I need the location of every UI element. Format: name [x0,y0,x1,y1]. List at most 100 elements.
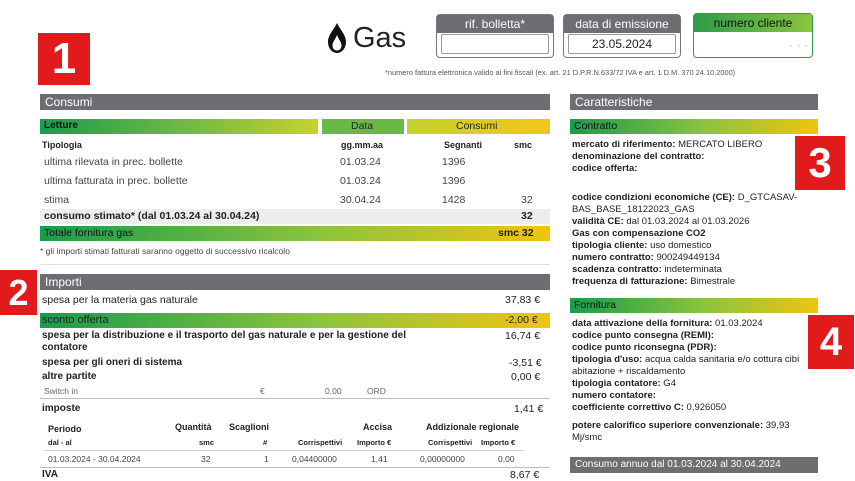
fornitura-line: potere calorifico superiore convenzional… [572,420,790,431]
tax-row-importo2: 0,00 [498,454,515,464]
gas-title: Gas [353,22,407,54]
imposte-label: imposte [42,403,81,414]
lettura-row-label: ultima rilevata in prec. bollette [44,156,183,168]
tipologia-subheader: Tipologia [42,140,82,150]
fornitura-title: Fornitura [574,299,617,311]
fornitura-line: tipologia d'uso: acqua calda sanitaria e… [572,354,800,365]
materia-gas-value: 37,83 € [505,294,541,306]
data-emissione-value: 23.05.2024 [568,34,676,54]
iva-row-line [40,467,550,468]
smc-subheader: smc [514,140,533,150]
fornitura-line: Mj/smc [572,432,603,443]
stima-note: * gli importi stimati fatturati saranno … [40,246,290,256]
contratto-line: BAS_BASE_18122023_GAS [572,204,695,215]
tax-row-scaglioni: 1 [264,454,269,464]
contratto-line: codice condizioni economiche (CE): D_GTC… [572,192,798,203]
fornitura-header [570,298,818,313]
ggmmaa-subheader: gg.mm.aa [341,140,384,150]
tax-head-periodo-sub: dal - al [48,438,72,447]
fornitura-line: abitazione + riscaldamento [572,366,686,377]
lettura-row-data: 01.03.24 [340,175,381,187]
tax-row-importo: 1,41 [371,454,388,464]
contratto-title: Contratto [574,120,618,132]
tax-row-corrispettivi: 0,04400000 [292,454,337,464]
switch-in-currency: € [260,386,265,396]
tax-head-quantita: Quantità [175,422,212,432]
numero-cliente-box: numero cliente · · · [693,13,813,58]
fornitura-line: coefficiente correttivo C: 0,926050 [572,402,727,413]
lettura-row-segnanti: 1396 [442,175,466,187]
marker-1: 1 [38,33,90,85]
fornitura-line: numero contatore: [572,390,656,401]
totale-fornitura-value: smc 32 [498,227,534,239]
fornitura-line: codice punto riconsegna (PDR): [572,342,717,353]
tax-head-accisa: Accisa [363,422,393,432]
switch-in-code: ORD [367,386,386,396]
iva-label: IVA [42,469,58,480]
header-footnote: *numero fattura elettronica valido ai fi… [385,68,736,77]
segnanti-subheader: Segnanti [444,140,483,150]
contratto-line: mercato di riferimento: MERCATO LIBERO [572,139,763,150]
lettura-row-data: 30.04.24 [340,194,381,206]
letture-label: Letture [44,120,78,131]
consumo-stimato-value: 32 [521,210,533,222]
altre-partite-value: 0,00 € [511,371,541,383]
rif-bolletta-label: rif. bolletta* [437,15,553,33]
fornitura-line: codice punto consegna (REMI): [572,330,714,341]
contratto-line: denominazione del contratto: [572,151,705,162]
lettura-row-segnanti: 1428 [442,194,466,206]
oneri-sistema-value: -3,51 € [509,357,542,369]
contratto-header [570,119,818,134]
tax-head-corrispettivi: Corrispettivi [298,438,343,447]
marker-3: 3 [795,136,845,190]
sconto-offerta-row [40,313,550,328]
sconto-offerta-label: sconto offerta [42,314,109,326]
imposte-value: 1,41 € [514,403,544,415]
numero-cliente-label: numero cliente [694,14,812,32]
contratto-line: validità CE: dal 01.03.2024 al 01.03.202… [572,216,750,227]
materia-gas-label: spesa per la materia gas naturale [42,294,198,306]
switch-in-amount: 0,00 [325,386,342,396]
lettura-row-smc: 32 [521,194,533,206]
data-col-header [322,119,404,134]
fornitura-line: tipologia contatore: G4 [572,378,676,389]
tax-head-quantita-sub: smc [199,438,215,447]
marker-4: 4 [808,315,854,369]
sconto-offerta-value: -2,00 € [505,314,538,326]
tax-head-importo: Importo € [357,438,392,447]
letture-header [40,119,318,134]
lettura-row-data: 01.03.24 [340,156,381,168]
lettura-row-label: ultima fatturata in prec. bollette [44,175,188,187]
tax-head-corrispettivi2: Corrispettivi [428,438,473,447]
fornitura-line: data attivazione della fornitura: 01.03.… [572,318,763,329]
rif-bolletta-box: rif. bolletta* [436,14,554,58]
contratto-line: scadenza contratto: indeterminata [572,264,722,275]
contratto-line: Gas con compensazione CO2 [572,228,706,239]
consumo-stimato-label: consumo stimato* (dal 01.03.24 al 30.04.… [44,210,260,222]
tax-row-periodo: 01.03.2024 - 30.04.2024 [48,454,141,464]
contratto-line: tipologia cliente: uso domestico [572,240,712,251]
caratteristiche-section-header: Caratteristiche [570,94,818,110]
tax-table-line [44,450,524,451]
altre-partite-label: altre partite [42,371,97,382]
imposte-row-line [40,398,550,399]
tax-row-quantita: 32 [201,454,211,464]
data-emissione-label: data di emissione [564,15,680,33]
numero-cliente-value: · · · [789,38,808,52]
rif-bolletta-value [441,34,549,54]
flame-icon [328,23,346,53]
consumi-col-label: Consumi [456,120,498,132]
distribuzione-label-cont: contatore [42,342,88,353]
tax-head-scaglioni: Scaglioni [229,422,270,432]
oneri-sistema-label: spesa per gli oneri di sistema [42,357,183,368]
switch-in-label: Switch in [44,386,79,396]
importi-section-header: Importi [40,274,550,290]
data-col-label: Data [351,120,374,132]
tax-head-addizionale: Addizionale regionale [426,422,520,432]
contratto-line: numero contratto: 900249449134 [572,252,720,263]
data-emissione-box: data di emissione 23.05.2024 [563,14,681,58]
totale-fornitura-label: Totale fornitura gas [44,227,134,239]
contratto-line: frequenza di fatturazione: Bimestrale [572,276,736,287]
tax-head-importo2: Importo € [481,438,516,447]
distribuzione-value: 16,74 € [505,330,541,342]
